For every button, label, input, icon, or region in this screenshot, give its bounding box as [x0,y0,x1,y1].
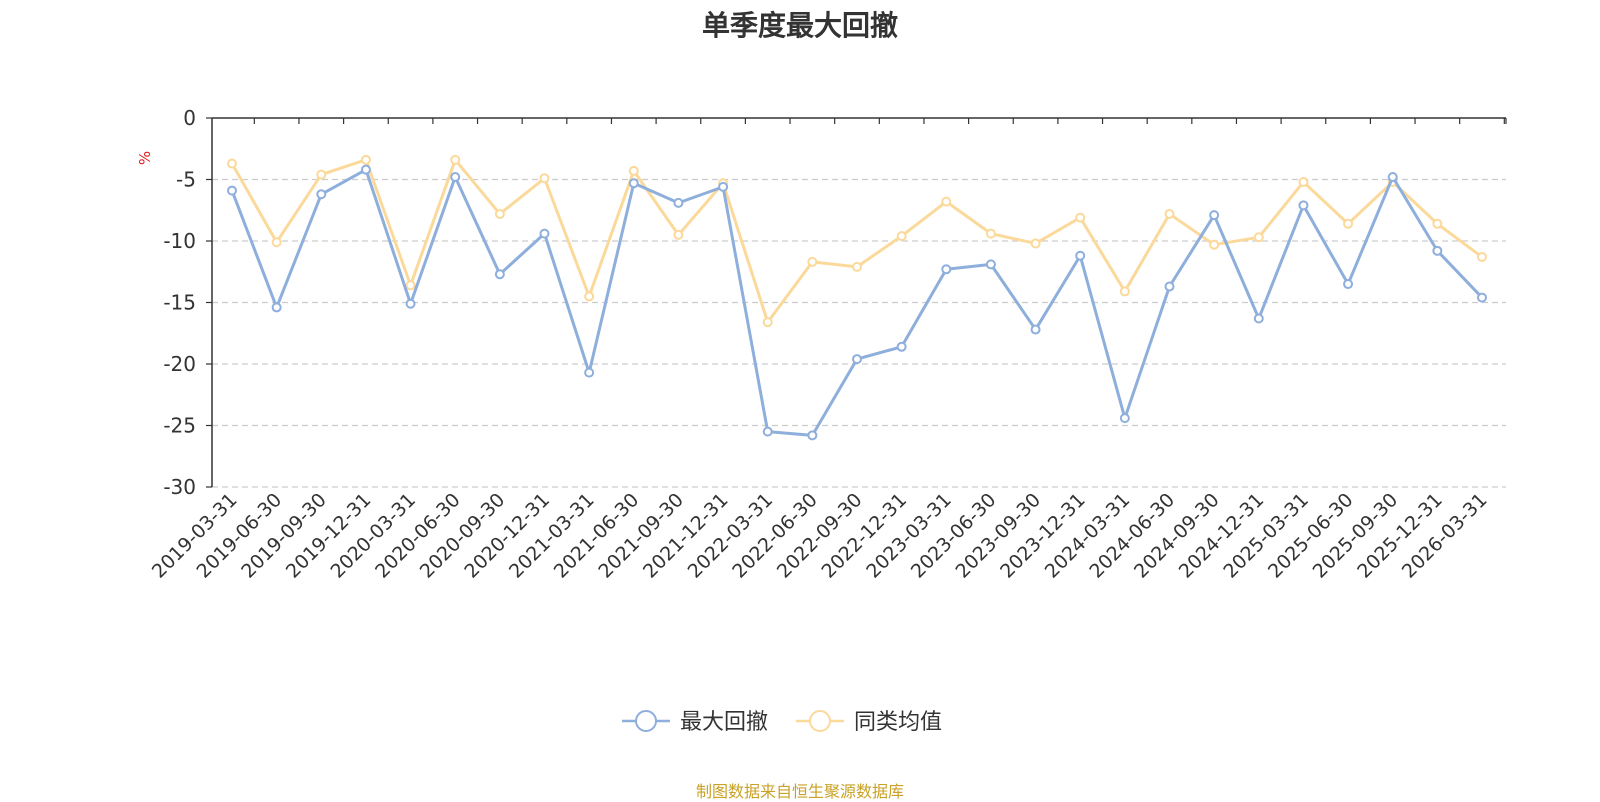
legend: 最大回撤 同类均值 [622,710,942,735]
legend-marker [809,710,831,732]
data-point [1343,218,1354,229]
legend-label: 同类均值 [854,710,942,735]
y-tick-label: -5 [176,168,196,192]
data-point [941,264,952,275]
data-point [852,261,862,272]
y-axis-unit: % [136,151,154,165]
data-point [762,426,773,437]
y-tick-label: -30 [163,475,196,499]
y-tick-label: 0 [183,106,196,130]
data-point [1298,200,1309,211]
data-point [539,228,550,239]
data-point [852,354,862,365]
data-point [450,172,461,183]
data-point [1030,324,1041,335]
data-point [1209,239,1220,250]
data-point [807,430,818,441]
legend-item-1: 同类均值 [796,710,942,735]
y-tick-label: -15 [163,291,196,315]
data-point [316,169,327,180]
data-point [405,280,416,291]
data-point [1075,212,1086,223]
data-point [718,181,729,192]
data-point [1343,279,1354,290]
data-point [1477,251,1487,262]
data-point [494,208,505,219]
data-point [1477,292,1487,303]
data-point [628,165,639,176]
data-point [1030,238,1041,249]
data-point [360,154,371,165]
data-point [1075,250,1086,261]
data-point [1387,172,1398,183]
data-point [316,189,327,200]
data-point [405,298,416,309]
data-point [584,291,595,302]
data-point [1298,176,1309,187]
data-point [673,197,684,208]
data-source-note: 制图数据来自恒生聚源数据库 [695,782,904,801]
data-point [673,229,684,240]
data-point [584,367,595,378]
data-point [985,228,996,239]
y-tick-label: -20 [163,352,196,376]
legend-label: 最大回撤 [680,710,768,735]
data-point [807,256,818,267]
data-point [896,231,907,242]
data-point [896,341,907,352]
series-0 [227,164,1487,441]
grid-layer [212,178,1506,488]
data-point [450,154,461,165]
data-point [1164,281,1175,292]
data-point [762,317,773,328]
data-point [941,196,952,207]
data-point [1164,208,1175,219]
data-point [494,269,505,280]
legend-item-0: 最大回撤 [622,710,768,735]
data-point [227,185,237,196]
series-1 [227,154,1487,328]
data-point [360,164,371,175]
series-layer [227,154,1487,441]
y-tick-label: -25 [163,414,196,438]
data-point [271,237,282,248]
data-point [1119,413,1130,424]
data-point [1119,286,1130,297]
data-point [1432,218,1443,229]
data-point [1253,232,1264,243]
y-tick-label: -10 [163,229,196,253]
legend-marker [635,710,657,732]
data-point [1209,210,1220,221]
chart-title: 单季度最大回撤 [701,9,898,42]
axis-layer: 0-5-10-15-20-25-30%2019-03-312019-06-302… [136,106,1507,583]
data-point [539,173,550,184]
data-point [1253,313,1264,324]
data-point [985,259,996,270]
data-point [628,178,639,189]
data-point [271,302,282,313]
data-point [1432,245,1443,256]
data-point [227,158,237,169]
